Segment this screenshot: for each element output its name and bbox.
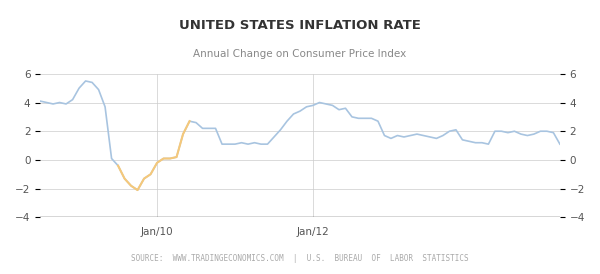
Text: SOURCE:  WWW.TRADINGECONOMICS.COM  |  U.S.  BUREAU  OF  LABOR  STATISTICS: SOURCE: WWW.TRADINGECONOMICS.COM | U.S. …	[131, 254, 469, 263]
Text: UNITED STATES INFLATION RATE: UNITED STATES INFLATION RATE	[179, 19, 421, 32]
Text: Annual Change on Consumer Price Index: Annual Change on Consumer Price Index	[193, 49, 407, 59]
